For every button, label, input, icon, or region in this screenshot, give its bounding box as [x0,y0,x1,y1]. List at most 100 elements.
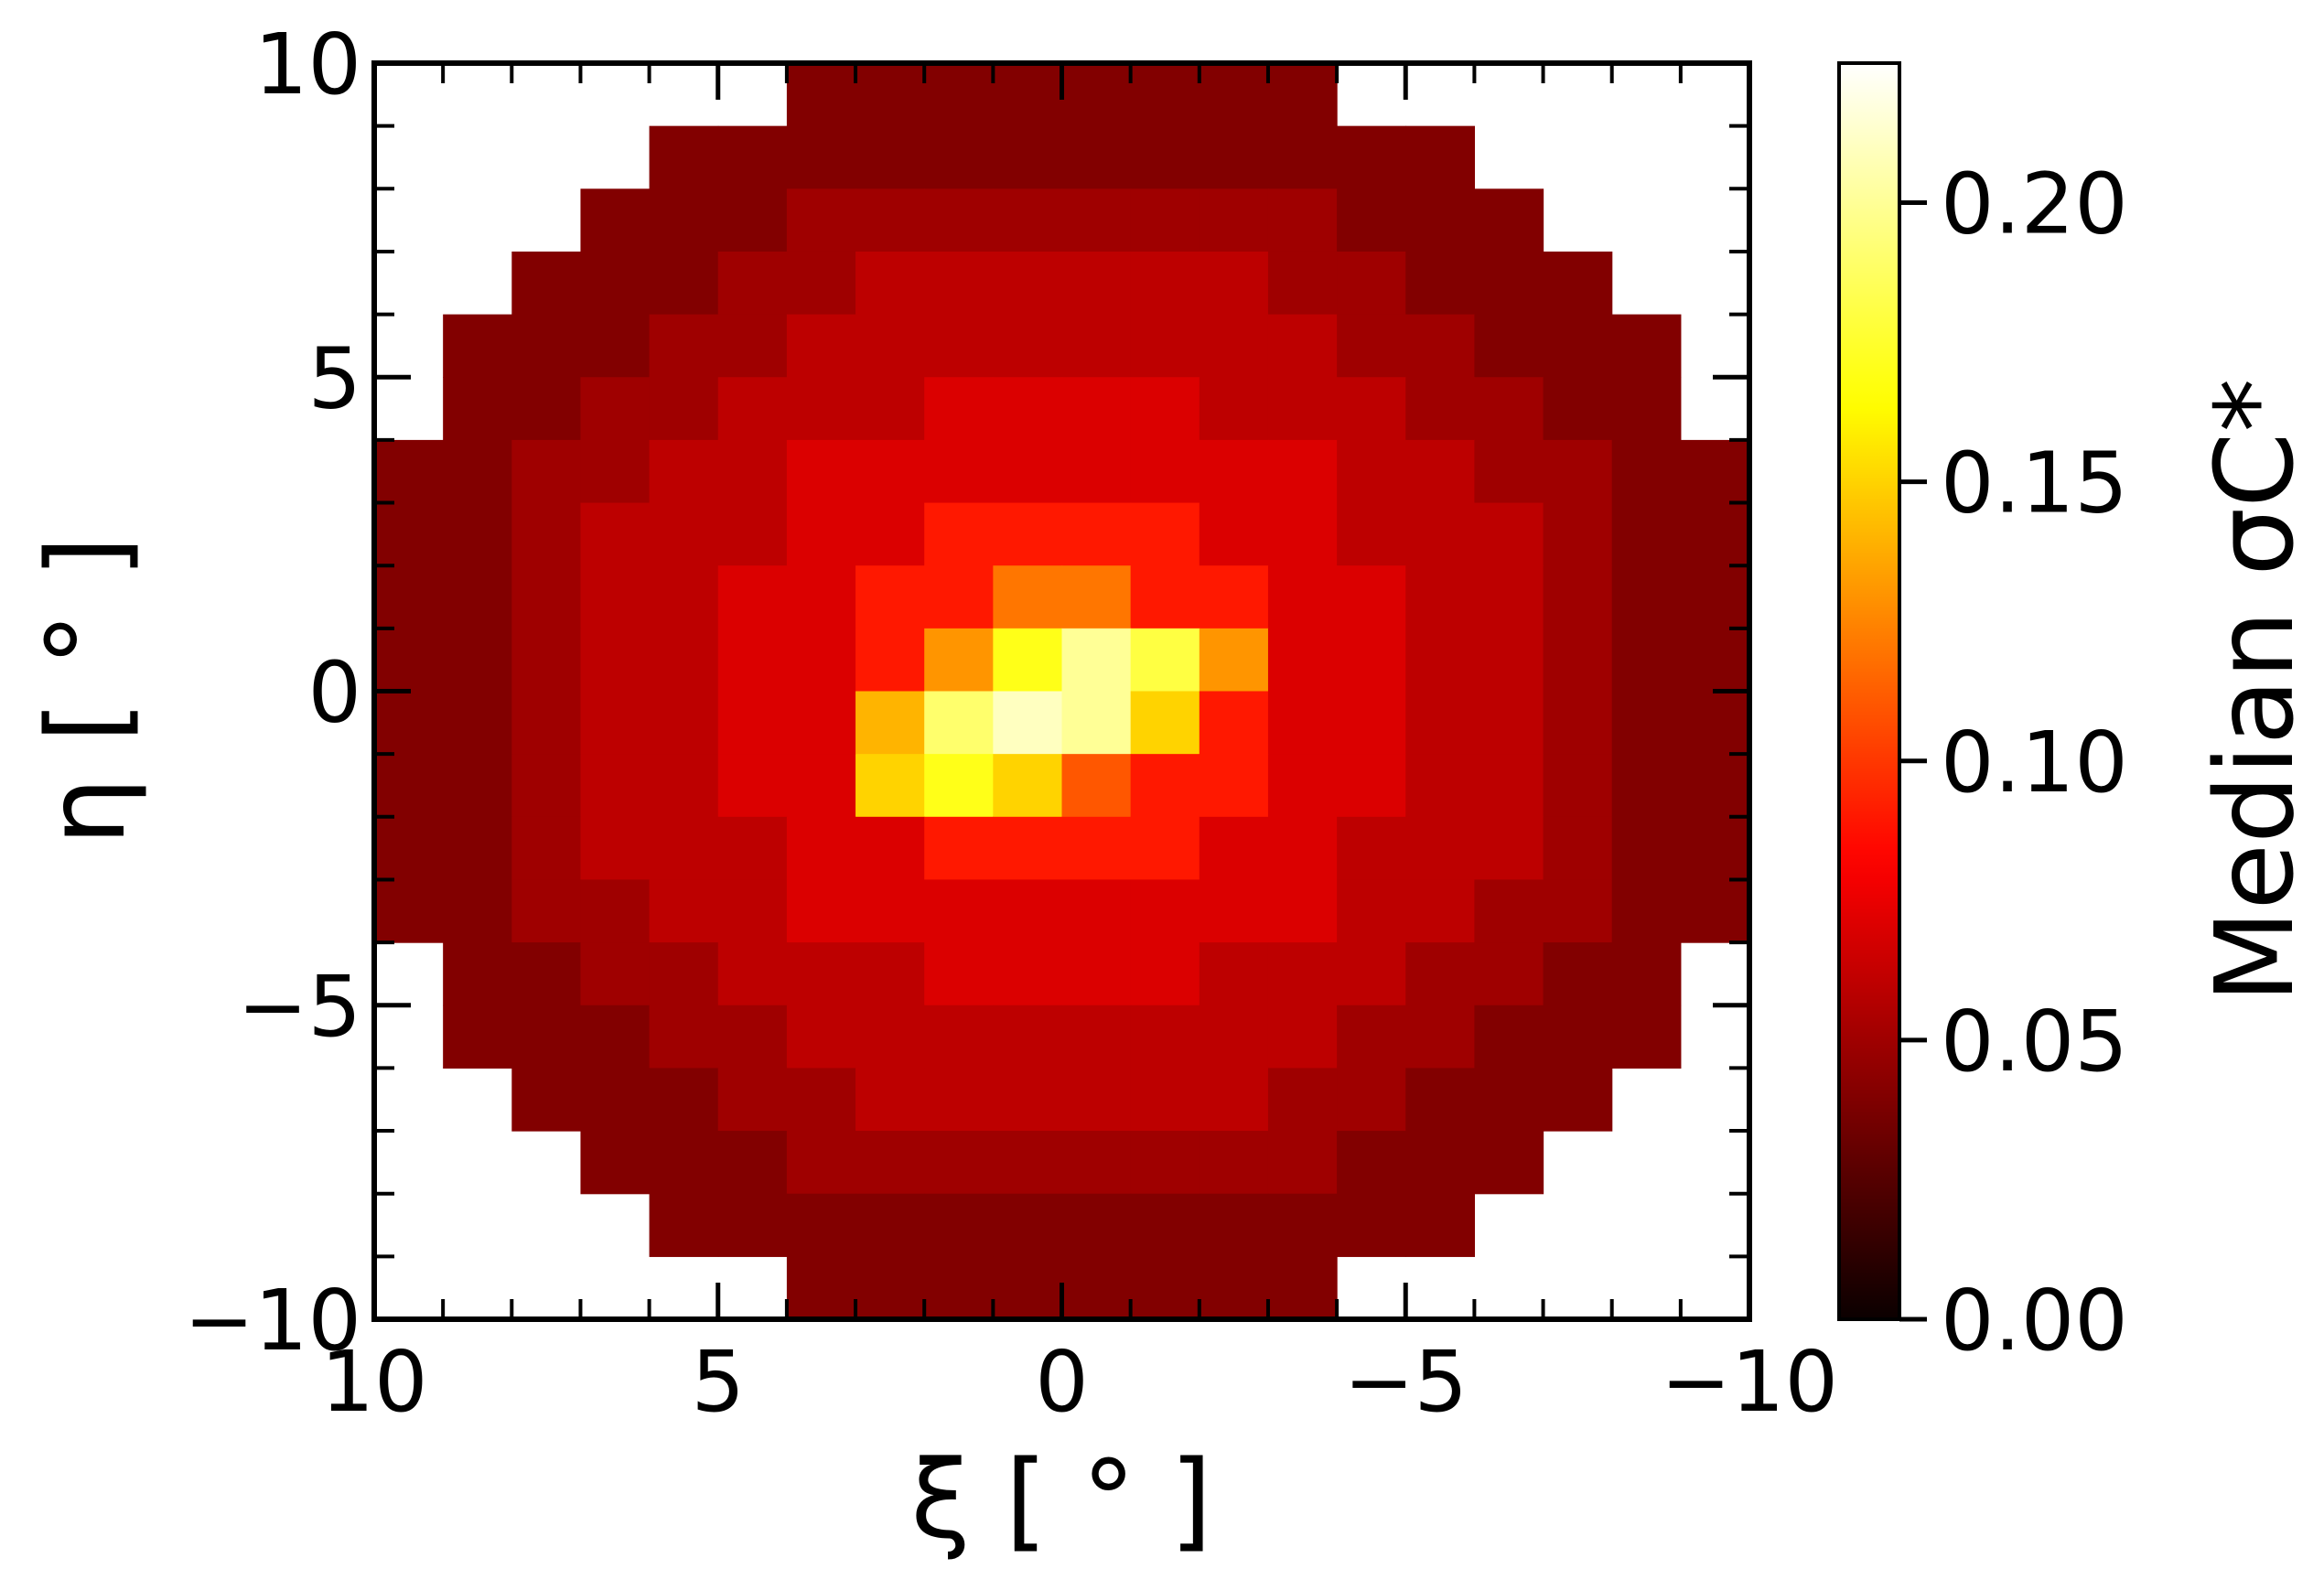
heatmap-cell [786,879,856,943]
heatmap-cell [924,1256,994,1320]
heatmap-cell [1267,251,1338,316]
heatmap-cell [1474,251,1544,316]
heatmap-cell [1405,879,1475,943]
heatmap-cell [1405,439,1475,504]
heatmap-cell [1474,565,1544,629]
heatmap-cell [1199,1193,1269,1257]
y-tick-label: −5 [237,958,361,1056]
heatmap-cell [855,1256,925,1320]
heatmap-cell [993,502,1063,566]
heatmap-cell [1405,1068,1475,1132]
heatmap-cell [855,188,925,253]
heatmap-cell [1405,502,1475,566]
heatmap-cell [855,251,925,316]
heatmap-cell [1061,125,1132,189]
heatmap-cell [1611,879,1682,943]
heatmap-cell [855,754,925,818]
heatmap-cell [1130,377,1200,441]
heatmap-cell [786,816,856,881]
heatmap-cell [649,816,719,881]
heatmap-cell [1199,691,1269,755]
heatmap-cell [1267,754,1338,818]
heatmap-cell [374,879,444,943]
heatmap-cell [855,1193,925,1257]
heatmap-cell [580,314,651,378]
heatmap-cell [443,754,512,818]
heatmap-cell [855,63,925,127]
heatmap-cell [993,439,1063,504]
heatmap-cell [374,502,444,566]
heatmap-cell [1543,314,1613,378]
heatmap-cell [993,314,1063,378]
heatmap-cell [649,754,719,818]
heatmap-cell [1543,691,1613,755]
heatmap-cell [1611,816,1682,881]
heatmap-cell [1130,1068,1200,1132]
heatmap-cell [580,628,651,693]
heatmap-cell [649,314,719,378]
heatmap-cell [1474,377,1544,441]
heatmap-cell [580,754,651,818]
heatmap-cell [511,314,582,378]
heatmap-cell [1405,1131,1475,1195]
heatmap-cell [580,502,651,566]
heatmap-cell [1267,1131,1338,1195]
heatmap-cell [1130,691,1200,755]
heatmap-cell [993,1131,1063,1195]
heatmap-cell [1405,1005,1475,1069]
heatmap-cell [1337,628,1406,693]
heatmap-cell [993,125,1063,189]
heatmap-cell [1611,377,1682,441]
heatmap-cell [924,377,994,441]
heatmap-cell [649,691,719,755]
heatmap-cell [1267,691,1338,755]
colorbar-tick-label: 0.20 [1941,156,2128,253]
heatmap-cell [1474,502,1544,566]
heatmap-cell [1061,628,1132,693]
heatmap-cell [1199,1131,1269,1195]
heatmap-cell [1130,1005,1200,1069]
heatmap-cell [717,314,788,378]
heatmap-cell [1337,754,1406,818]
heatmap-cell [1130,502,1200,566]
heatmap-cell [1543,816,1613,881]
heatmap-cell [855,377,925,441]
heatmap-cell [924,63,994,127]
heatmap-cell [1611,565,1682,629]
heatmap-cell [786,314,856,378]
heatmap-cell [374,628,444,693]
heatmap-cell [993,377,1063,441]
heatmap-cell [1405,565,1475,629]
heatmap-cell [1337,377,1406,441]
heatmap-cell [717,1193,788,1257]
heatmap-cell [993,816,1063,881]
heatmap-cell [1061,251,1132,316]
heatmap-cell [1543,251,1613,316]
heatmap-cell [1474,1131,1544,1195]
heatmap-cell [1199,1005,1269,1069]
heatmap-cell [717,502,788,566]
heatmap-cell [374,816,444,881]
heatmap-cell [1061,691,1132,755]
heatmap-cell [1199,1068,1269,1132]
heatmap-cell [1337,1005,1406,1069]
y-tick-label: 5 [307,329,361,427]
heatmap-cell [717,628,788,693]
heatmap-cell [1543,879,1613,943]
heatmap-cell [511,502,582,566]
heatmap-cell [1267,1068,1338,1132]
heatmap-cell [717,754,788,818]
heatmap-cell [717,1068,788,1132]
x-axis-label: ξ [ ° ] [910,1436,1211,1563]
heatmap-cell [1130,1131,1200,1195]
heatmap-cell [1474,816,1544,881]
heatmap-cell [580,188,651,253]
heatmap-cell [1611,439,1682,504]
heatmap-cell [1199,439,1269,504]
heatmap-cell [1337,251,1406,316]
heatmap-cell [649,188,719,253]
heatmap-cell [1267,502,1338,566]
heatmap-cell [1130,754,1200,818]
heatmap-cell [855,691,925,755]
heatmap-cell [1474,439,1544,504]
